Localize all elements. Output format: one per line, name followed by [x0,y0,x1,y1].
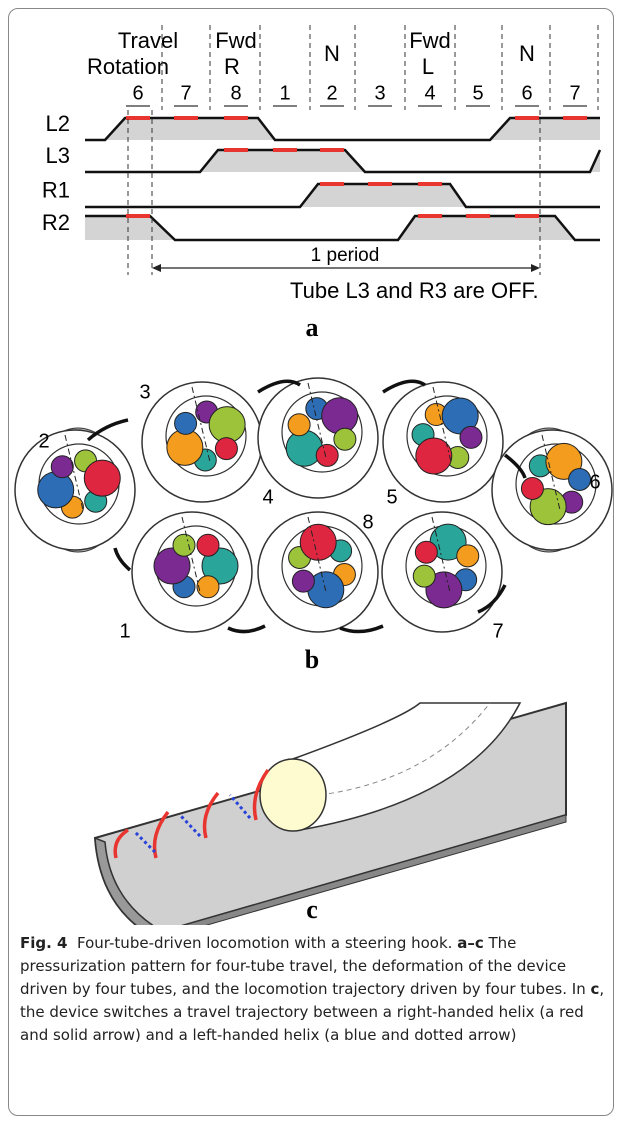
row-label: R2 [42,210,70,235]
chamber [84,460,120,496]
row-label: R1 [42,177,70,202]
device-state [382,512,502,632]
chamber [569,468,591,490]
chamber [316,444,338,466]
device-state [142,382,262,502]
step-number: 6 [132,82,143,104]
pressure-fill [85,118,600,140]
state-number: 8 [362,511,373,533]
state-number: 3 [139,381,150,403]
chamber [286,430,322,466]
phase-label: Fwd [409,28,451,53]
phase-label: L [422,54,434,79]
device-state [132,512,252,632]
chamber [51,456,73,478]
panel-label: b [305,645,319,674]
note: Tube L3 and R3 are OFF. [290,278,539,303]
chamber [38,472,74,508]
chamber [175,412,197,434]
panel-label: a [306,313,319,342]
phase-label: N [324,41,340,66]
step-number: 5 [472,82,483,104]
state-number: 4 [262,486,273,508]
period-label: 1 period [311,245,380,266]
chamber [457,545,479,567]
phase-label: Rotation [87,54,169,79]
transition-arrow [88,420,128,440]
transition-arrow [340,626,383,632]
device-state [383,382,503,502]
step-number: 1 [279,82,290,104]
state-number: 7 [492,620,503,642]
pressure-fill [85,150,600,172]
caption: Fig. 4 Four-tube-driven locomotion with … [20,932,606,1047]
caption-range: a–c [457,934,484,952]
phase-label: Fwd [215,28,257,53]
state-number: 2 [38,430,49,452]
chamber [460,426,482,448]
chamber [215,438,237,460]
chamber [415,541,437,563]
step-number: 7 [180,82,191,104]
phase-label: Travel [118,28,178,53]
chamber [322,398,358,434]
step-number: 7 [569,82,580,104]
phase-label: N [519,41,535,66]
pressure-fill [85,184,600,207]
chamber [197,534,219,556]
step-number: 2 [326,82,337,104]
row-label: L3 [46,143,70,168]
state-number: 6 [589,471,600,493]
figure-number: Fig. 4 [20,934,67,952]
step-number: 6 [521,82,532,104]
device-state [15,428,135,552]
chamber [173,534,195,556]
device-state [258,378,378,498]
step-number: 3 [374,82,385,104]
tube-drawing [95,703,566,925]
transition-arrow [228,626,265,632]
chamber [300,524,336,560]
chamber [413,565,435,587]
state-number: 5 [386,486,397,508]
step-number: 4 [424,82,435,104]
chamber [334,428,356,450]
row-label: L2 [46,111,70,136]
state-number: 1 [119,620,130,642]
chamber [288,414,310,436]
phase-label: R [224,54,240,79]
chamber [292,570,314,592]
device-state [258,512,378,632]
transition-arrow [115,548,130,570]
chamber [197,576,219,598]
caption-title: Four-tube-driven locomotion with a steer… [77,934,452,952]
step-number: 8 [230,82,241,104]
panel-label: c [306,895,318,924]
chamber [521,478,543,500]
